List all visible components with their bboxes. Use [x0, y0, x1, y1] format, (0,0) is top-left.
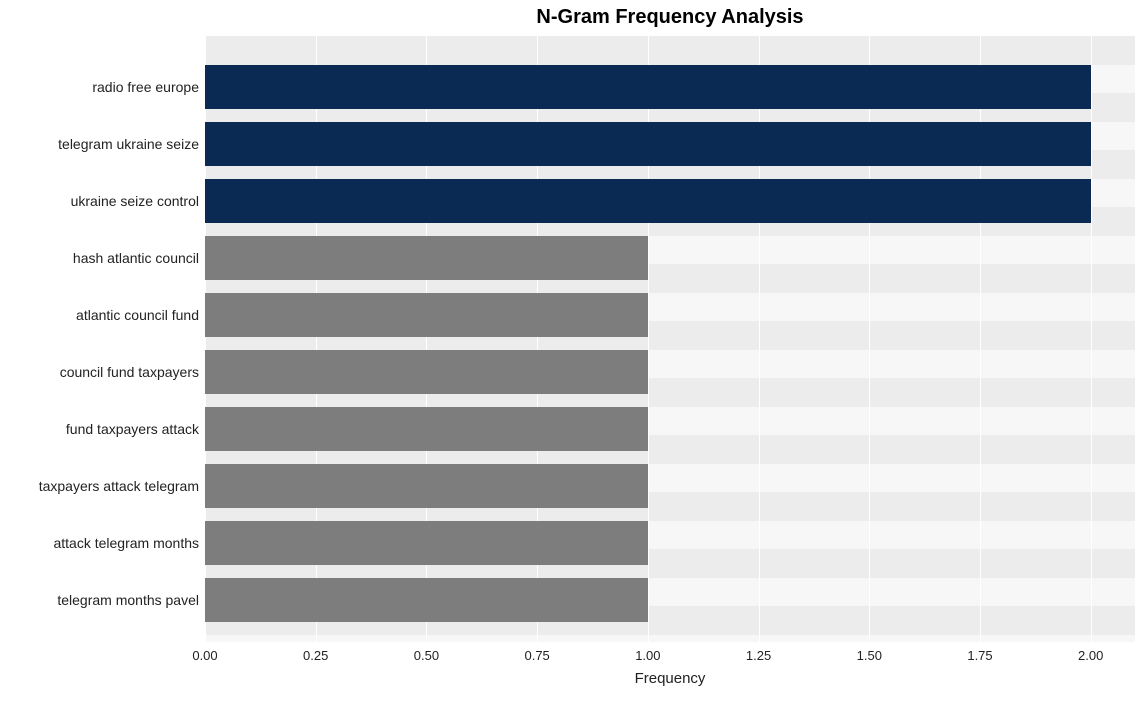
y-tick-label: council fund taxpayers [1, 364, 199, 380]
chart-bar [205, 578, 648, 622]
x-tick-label: 1.75 [967, 648, 992, 663]
x-tick-label: 2.00 [1078, 648, 1103, 663]
y-tick-label: taxpayers attack telegram [1, 478, 199, 494]
x-tick-label: 0.50 [414, 648, 439, 663]
grid-band [205, 36, 1135, 65]
x-tick-label: 1.00 [635, 648, 660, 663]
x-tick-label: 0.75 [524, 648, 549, 663]
y-tick-label: telegram ukraine seize [1, 136, 199, 152]
y-tick-label: attack telegram months [1, 535, 199, 551]
chart-bar [205, 236, 648, 280]
y-tick-label: telegram months pavel [1, 592, 199, 608]
chart-bar [205, 179, 1091, 223]
y-tick-label: fund taxpayers attack [1, 421, 199, 437]
plot-area [205, 36, 1135, 642]
chart-bar [205, 350, 648, 394]
chart-title: N-Gram Frequency Analysis [205, 6, 1135, 29]
chart-bar [205, 521, 648, 565]
x-tick-label: 1.50 [857, 648, 882, 663]
y-tick-label: atlantic council fund [1, 307, 199, 323]
chart-bar [205, 464, 648, 508]
x-tick-label: 0.00 [192, 648, 217, 663]
y-tick-label: radio free europe [1, 79, 199, 95]
x-tick-label: 0.25 [303, 648, 328, 663]
x-axis-label: Frequency [205, 670, 1135, 687]
x-tick-label: 1.25 [746, 648, 771, 663]
y-tick-label: ukraine seize control [1, 193, 199, 209]
chart-bar [205, 65, 1091, 109]
vgrid-line [1091, 36, 1092, 642]
chart-bar [205, 122, 1091, 166]
chart-bar [205, 407, 648, 451]
chart-bar [205, 293, 648, 337]
y-tick-label: hash atlantic council [1, 250, 199, 266]
